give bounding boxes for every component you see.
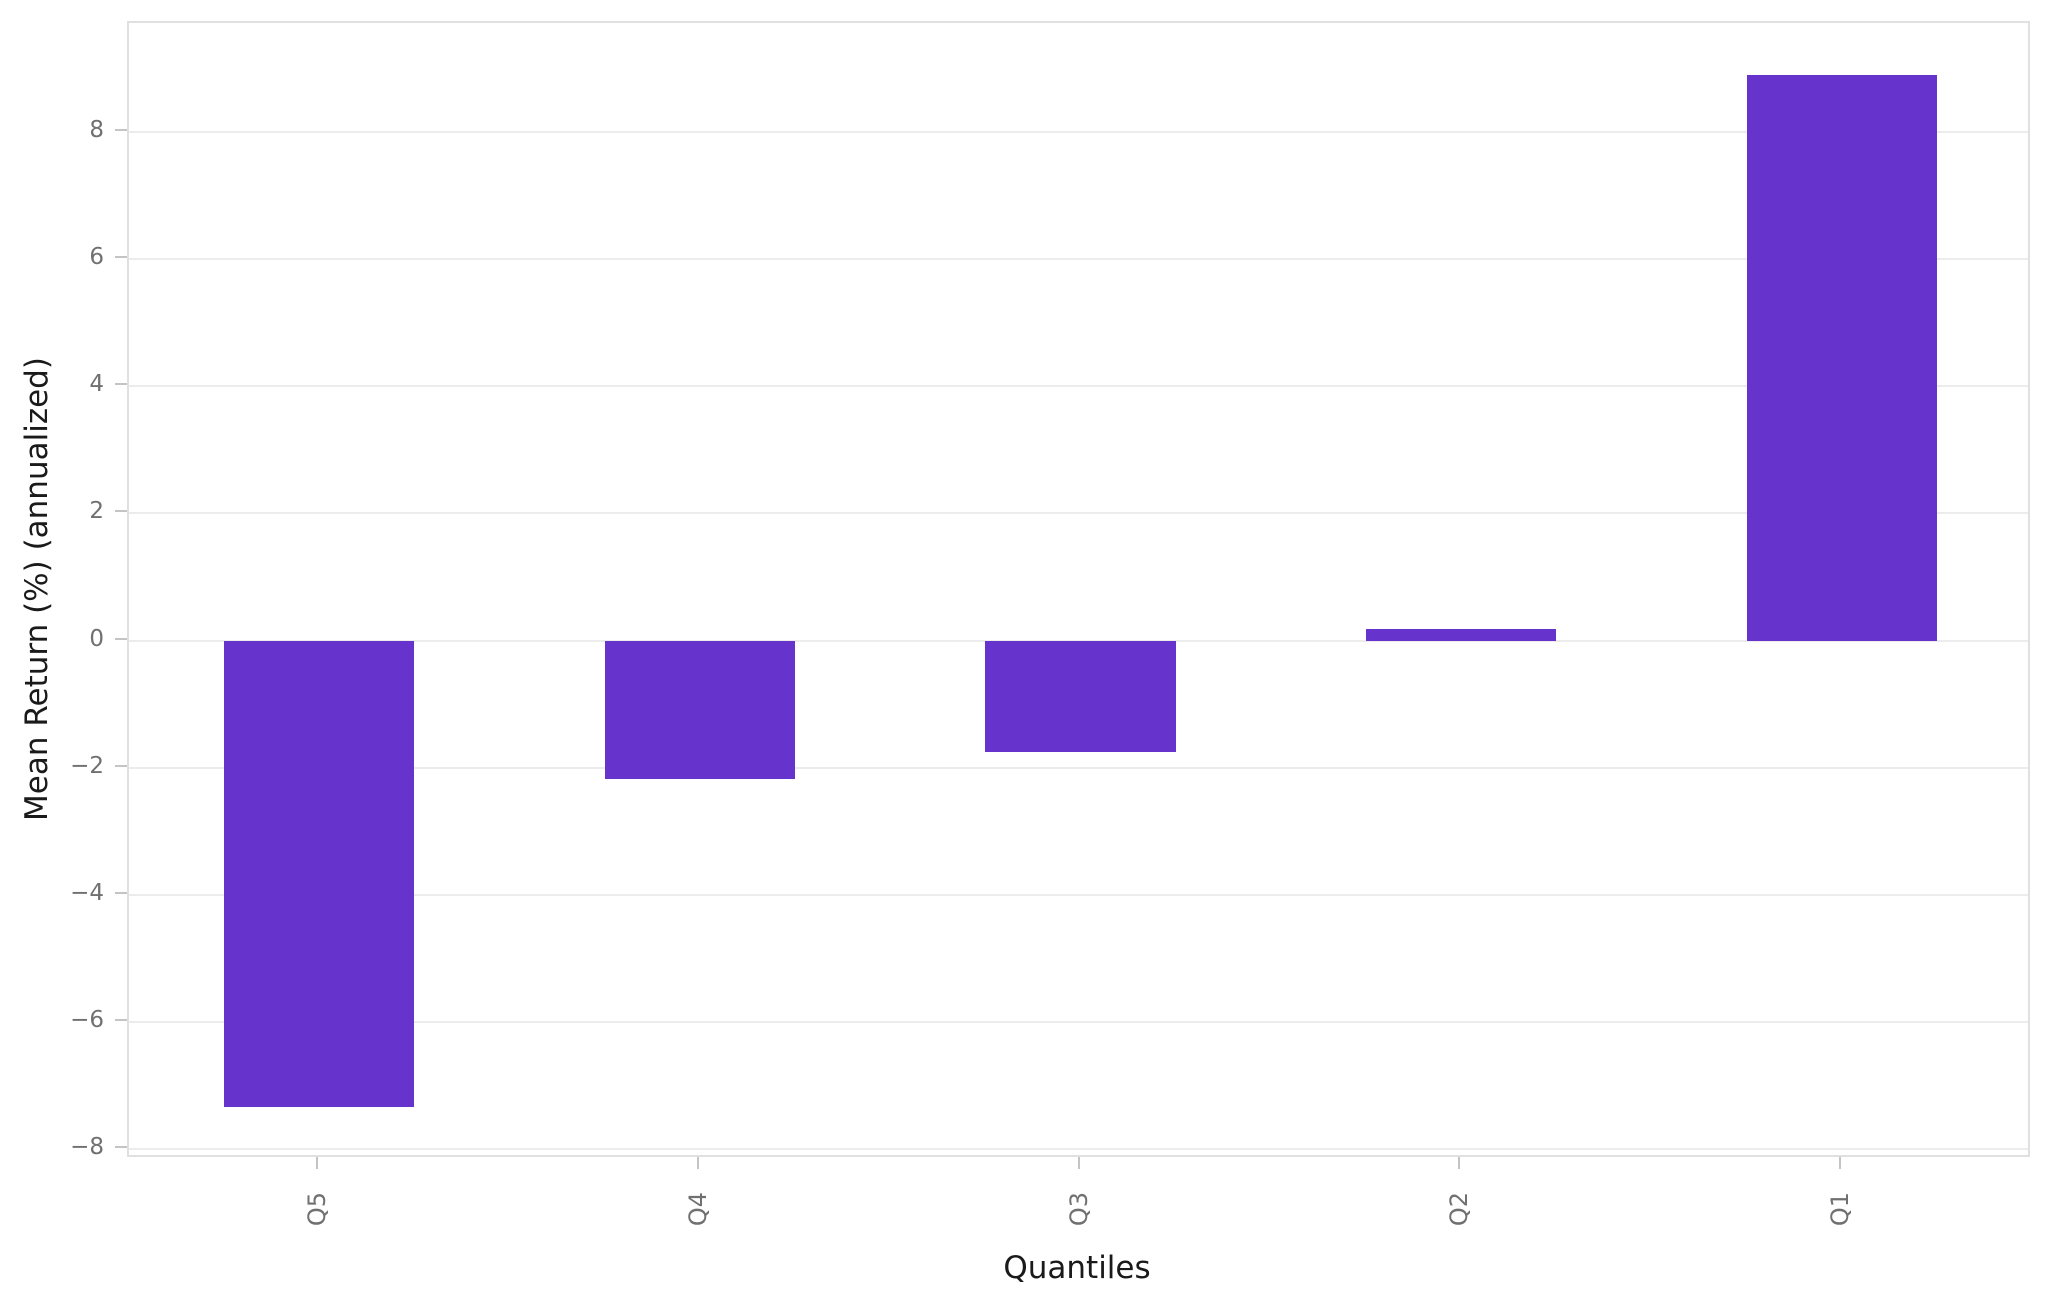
y-tick-mark--4 (115, 892, 127, 895)
y-tick-label--6: −6 (70, 1007, 104, 1034)
gridline-y--4 (129, 894, 2028, 897)
y-tick-label--2: −2 (70, 752, 104, 779)
bar-q2 (1365, 629, 1557, 641)
x-tick-mark-q1 (1838, 1157, 1841, 1169)
x-tick-mark-q5 (316, 1157, 319, 1169)
y-tick-label-2: 2 (89, 498, 104, 525)
y-tick-label-0: 0 (89, 625, 104, 652)
x-tick-mark-q4 (696, 1157, 699, 1169)
y-tick-label--4: −4 (70, 880, 104, 907)
y-tick-label-6: 6 (89, 243, 104, 270)
y-tick-label-4: 4 (89, 371, 104, 398)
gridline-y--8 (129, 1148, 2028, 1151)
y-tick-mark-6 (115, 255, 127, 258)
bar-q5 (224, 640, 415, 1108)
x-tick-mark-q3 (1077, 1157, 1080, 1169)
y-tick-mark-2 (115, 510, 127, 513)
gridline-y-8 (129, 130, 2028, 133)
x-axis-label: Quantiles (1003, 1250, 1151, 1286)
bar-q1 (1746, 74, 1937, 641)
x-tick-mark-q2 (1458, 1157, 1461, 1169)
y-tick-mark--6 (115, 1019, 127, 1022)
gridline-y--2 (129, 766, 2028, 769)
plot-area (127, 21, 2030, 1157)
y-tick-label-8: 8 (89, 116, 104, 143)
x-tick-label-q4: Q4 (683, 1191, 712, 1227)
y-tick-mark-0 (115, 637, 127, 640)
gridline-y-4 (129, 385, 2028, 388)
x-tick-label-q2: Q2 (1445, 1191, 1474, 1227)
bar-q4 (604, 640, 796, 779)
gridline-y-6 (129, 257, 2028, 260)
gridline-y-2 (129, 512, 2028, 515)
x-tick-label-q1: Q1 (1825, 1191, 1854, 1227)
x-tick-label-q5: Q5 (303, 1191, 332, 1227)
y-tick-mark-8 (115, 128, 127, 131)
y-tick-mark-4 (115, 383, 127, 386)
y-tick-mark--8 (115, 1146, 127, 1149)
y-tick-label--8: −8 (70, 1134, 104, 1161)
bar-q3 (985, 640, 1176, 752)
y-tick-mark--2 (115, 764, 127, 767)
gridline-y--6 (129, 1021, 2028, 1024)
